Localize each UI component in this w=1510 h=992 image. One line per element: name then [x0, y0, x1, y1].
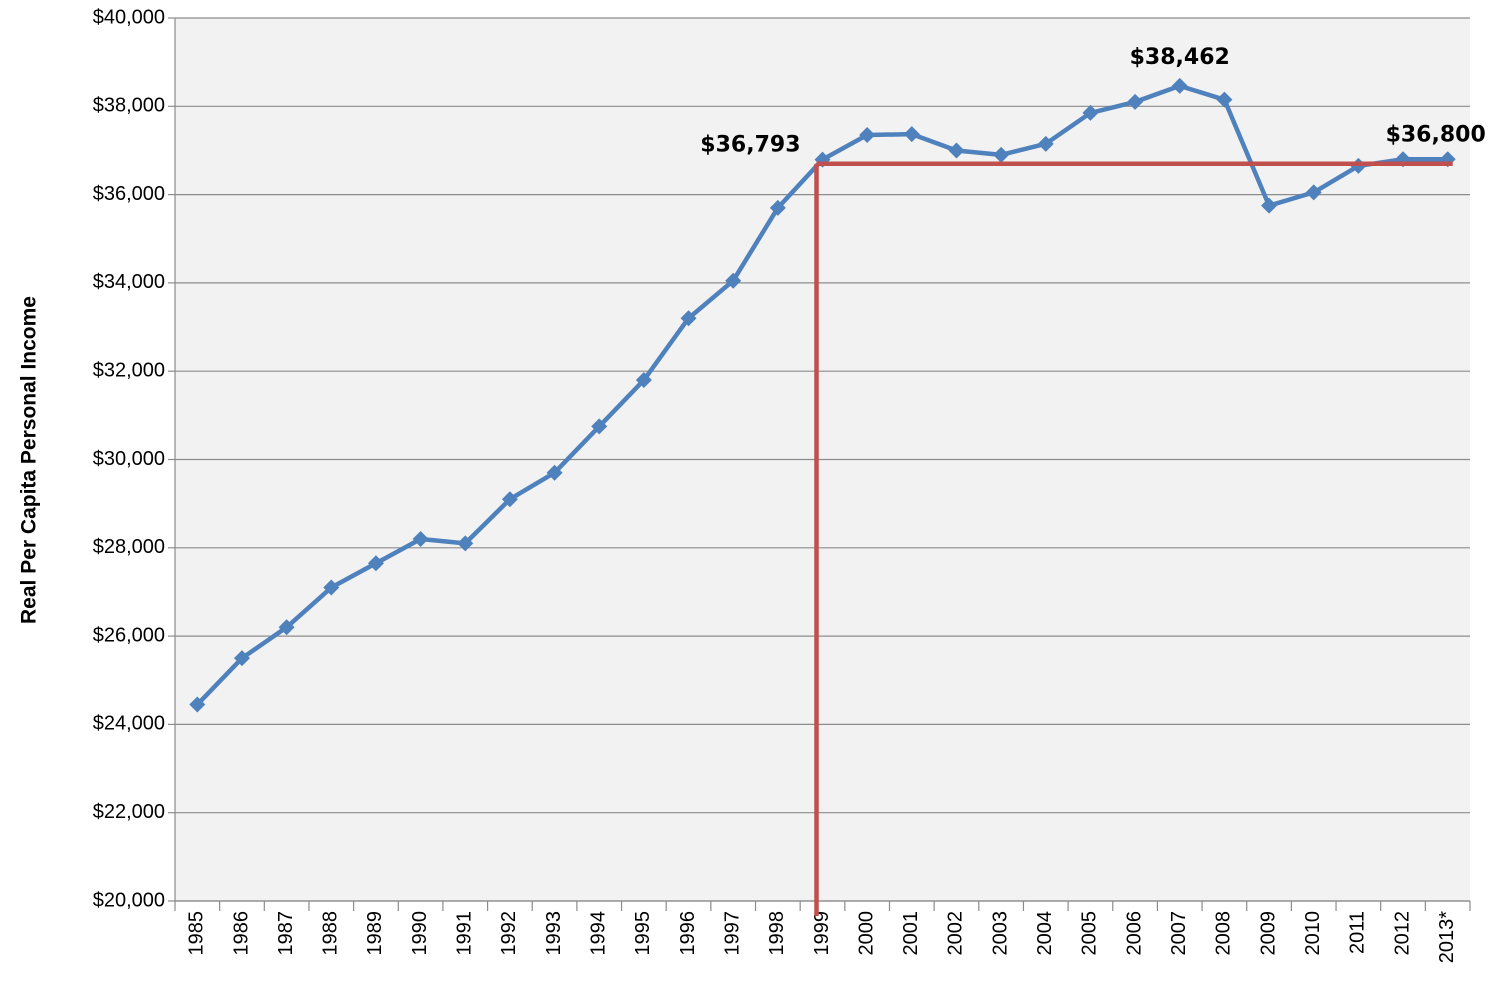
- marker: [859, 126, 876, 143]
- marker: [1037, 135, 1054, 152]
- x-tick-label: 2008: [1213, 911, 1235, 956]
- marker: [948, 142, 965, 159]
- value-label: $36,793: [700, 133, 800, 158]
- marker: [1261, 197, 1278, 214]
- y-tick-label: $32,000: [93, 359, 165, 381]
- x-tick-label: 1999: [811, 911, 833, 956]
- x-tick-label: 2010: [1302, 911, 1324, 956]
- x-tick-label: 2005: [1079, 911, 1101, 956]
- x-tick-label: 1998: [766, 911, 788, 956]
- x-tick-label: 1986: [230, 911, 252, 956]
- marker: [323, 579, 340, 596]
- y-tick-label: $22,000: [93, 801, 165, 823]
- marker: [1305, 184, 1322, 201]
- y-tick-label: $34,000: [93, 271, 165, 293]
- x-tick-label: 1997: [721, 911, 743, 956]
- marker: [501, 491, 518, 508]
- x-tick-label: 2003: [989, 911, 1011, 956]
- x-tick-label: 1985: [186, 911, 208, 956]
- marker: [591, 418, 608, 435]
- x-tick-label: 2012: [1391, 911, 1413, 956]
- x-tick-label: 1994: [588, 911, 610, 956]
- marker: [1171, 77, 1188, 94]
- marker: [457, 535, 474, 552]
- marker: [189, 696, 206, 713]
- y-axis-label: Real Per Capita Personal Income: [18, 296, 41, 624]
- marker: [233, 650, 250, 667]
- x-tick-label: 2007: [1168, 911, 1190, 956]
- y-tick-label: $24,000: [93, 713, 165, 735]
- x-tick-label: 2004: [1034, 911, 1056, 956]
- marker: [1127, 93, 1144, 110]
- y-tick-label: $26,000: [93, 624, 165, 646]
- marker: [546, 464, 563, 481]
- marker: [367, 555, 384, 572]
- x-tick-label: 1993: [543, 911, 565, 956]
- marker: [412, 530, 429, 547]
- marker: [993, 146, 1010, 163]
- y-tick-label: $40,000: [93, 6, 165, 28]
- x-tick-label: 1992: [498, 911, 520, 956]
- y-tick-label: $38,000: [93, 95, 165, 117]
- x-tick-label: 2006: [1123, 911, 1145, 956]
- x-tick-label: 2011: [1347, 911, 1369, 954]
- marker: [1216, 91, 1233, 108]
- marker: [725, 272, 742, 289]
- y-tick-label: $28,000: [93, 536, 165, 558]
- x-tick-label: 1988: [320, 911, 342, 956]
- x-tick-label: 1990: [409, 911, 431, 956]
- y-tick-label: $20,000: [93, 889, 165, 911]
- y-tick-label: $30,000: [93, 448, 165, 470]
- x-tick-label: 1995: [632, 911, 654, 956]
- x-tick-label: 2002: [945, 911, 967, 956]
- x-tick-label: 2009: [1257, 911, 1279, 956]
- x-tick-label: 2013*: [1436, 911, 1458, 963]
- y-tick-label: $36,000: [93, 183, 165, 205]
- value-label: $36,800: [1386, 122, 1486, 147]
- x-tick-label: 1987: [275, 911, 297, 956]
- x-tick-label: 1996: [677, 911, 699, 956]
- x-tick-label: 1991: [454, 911, 476, 956]
- marker: [1082, 104, 1099, 121]
- marker: [680, 310, 697, 327]
- marker: [903, 126, 920, 143]
- marker: [769, 199, 786, 216]
- marker: [278, 619, 295, 636]
- x-tick-label: 2001: [900, 911, 922, 956]
- marker: [635, 372, 652, 389]
- x-tick-label: 1989: [364, 911, 386, 956]
- value-label: $38,462: [1130, 45, 1230, 70]
- x-tick-label: 2000: [855, 911, 877, 956]
